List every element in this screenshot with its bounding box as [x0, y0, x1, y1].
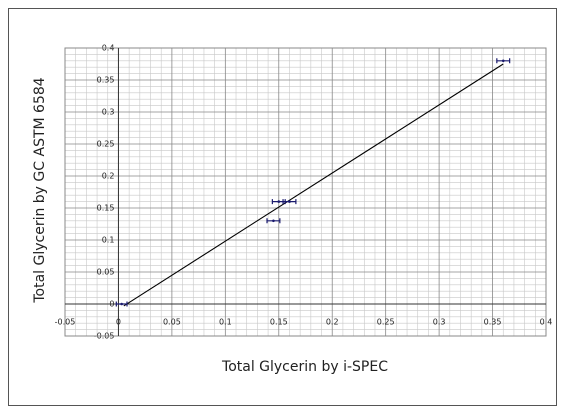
x-tick-label: 0.05 [163, 318, 181, 327]
fit-line [123, 63, 504, 307]
point [120, 302, 123, 306]
plot-border [64, 47, 547, 337]
x-tick-label: 0.3 [433, 318, 446, 327]
point [501, 59, 505, 63]
y-tick-label: 0.1 [102, 236, 115, 245]
point [272, 219, 275, 223]
x-tick-label: 0.15 [270, 318, 288, 327]
x-tick-label: 0.35 [484, 318, 502, 327]
x-tick-label: 0.1 [219, 318, 232, 327]
point [277, 200, 281, 203]
point [288, 200, 291, 203]
x-tick-label: 0.25 [377, 318, 395, 327]
y-tick-label: 0.2 [102, 172, 115, 181]
y-tick-label: 0.35 [97, 76, 115, 85]
x-axis-label: Total Glycerin by i-SPEC [221, 359, 388, 375]
y-tick-label: 0.15 [97, 204, 115, 213]
y-tick-label: 0.05 [97, 268, 115, 277]
y-tick-label: 0.3 [102, 108, 115, 117]
x-tick-label: 0.2 [326, 318, 339, 327]
y-tick-label: 0.25 [97, 140, 115, 149]
chart-frame [8, 8, 557, 406]
y-axis-label: Total Glycerin by GC ASTM 6584 [32, 77, 48, 303]
